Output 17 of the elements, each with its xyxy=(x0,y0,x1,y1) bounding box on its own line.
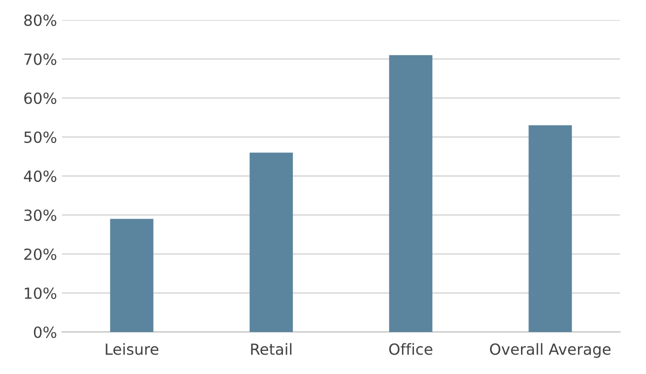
bar xyxy=(110,218,154,332)
y-tick-label: 70% xyxy=(24,53,56,66)
x-tick-label: Office xyxy=(389,343,432,355)
y-tick-label: 10% xyxy=(24,287,56,300)
bar xyxy=(528,125,572,332)
y-tick-label: 20% xyxy=(24,248,56,260)
bar xyxy=(389,55,432,332)
x-tick-label: Leisure xyxy=(106,343,158,355)
y-tick-label: 40% xyxy=(24,170,56,182)
x-tick-label: Retail xyxy=(251,343,292,355)
y-tick-label: 0% xyxy=(34,326,56,338)
bar xyxy=(250,152,293,332)
y-tick-label: 30% xyxy=(24,209,56,222)
y-tick-label: 50% xyxy=(24,131,56,144)
x-tick-label: Overall Average xyxy=(490,343,611,358)
y-tick-label: 60% xyxy=(24,92,56,104)
y-tick-label: 80% xyxy=(24,14,56,26)
